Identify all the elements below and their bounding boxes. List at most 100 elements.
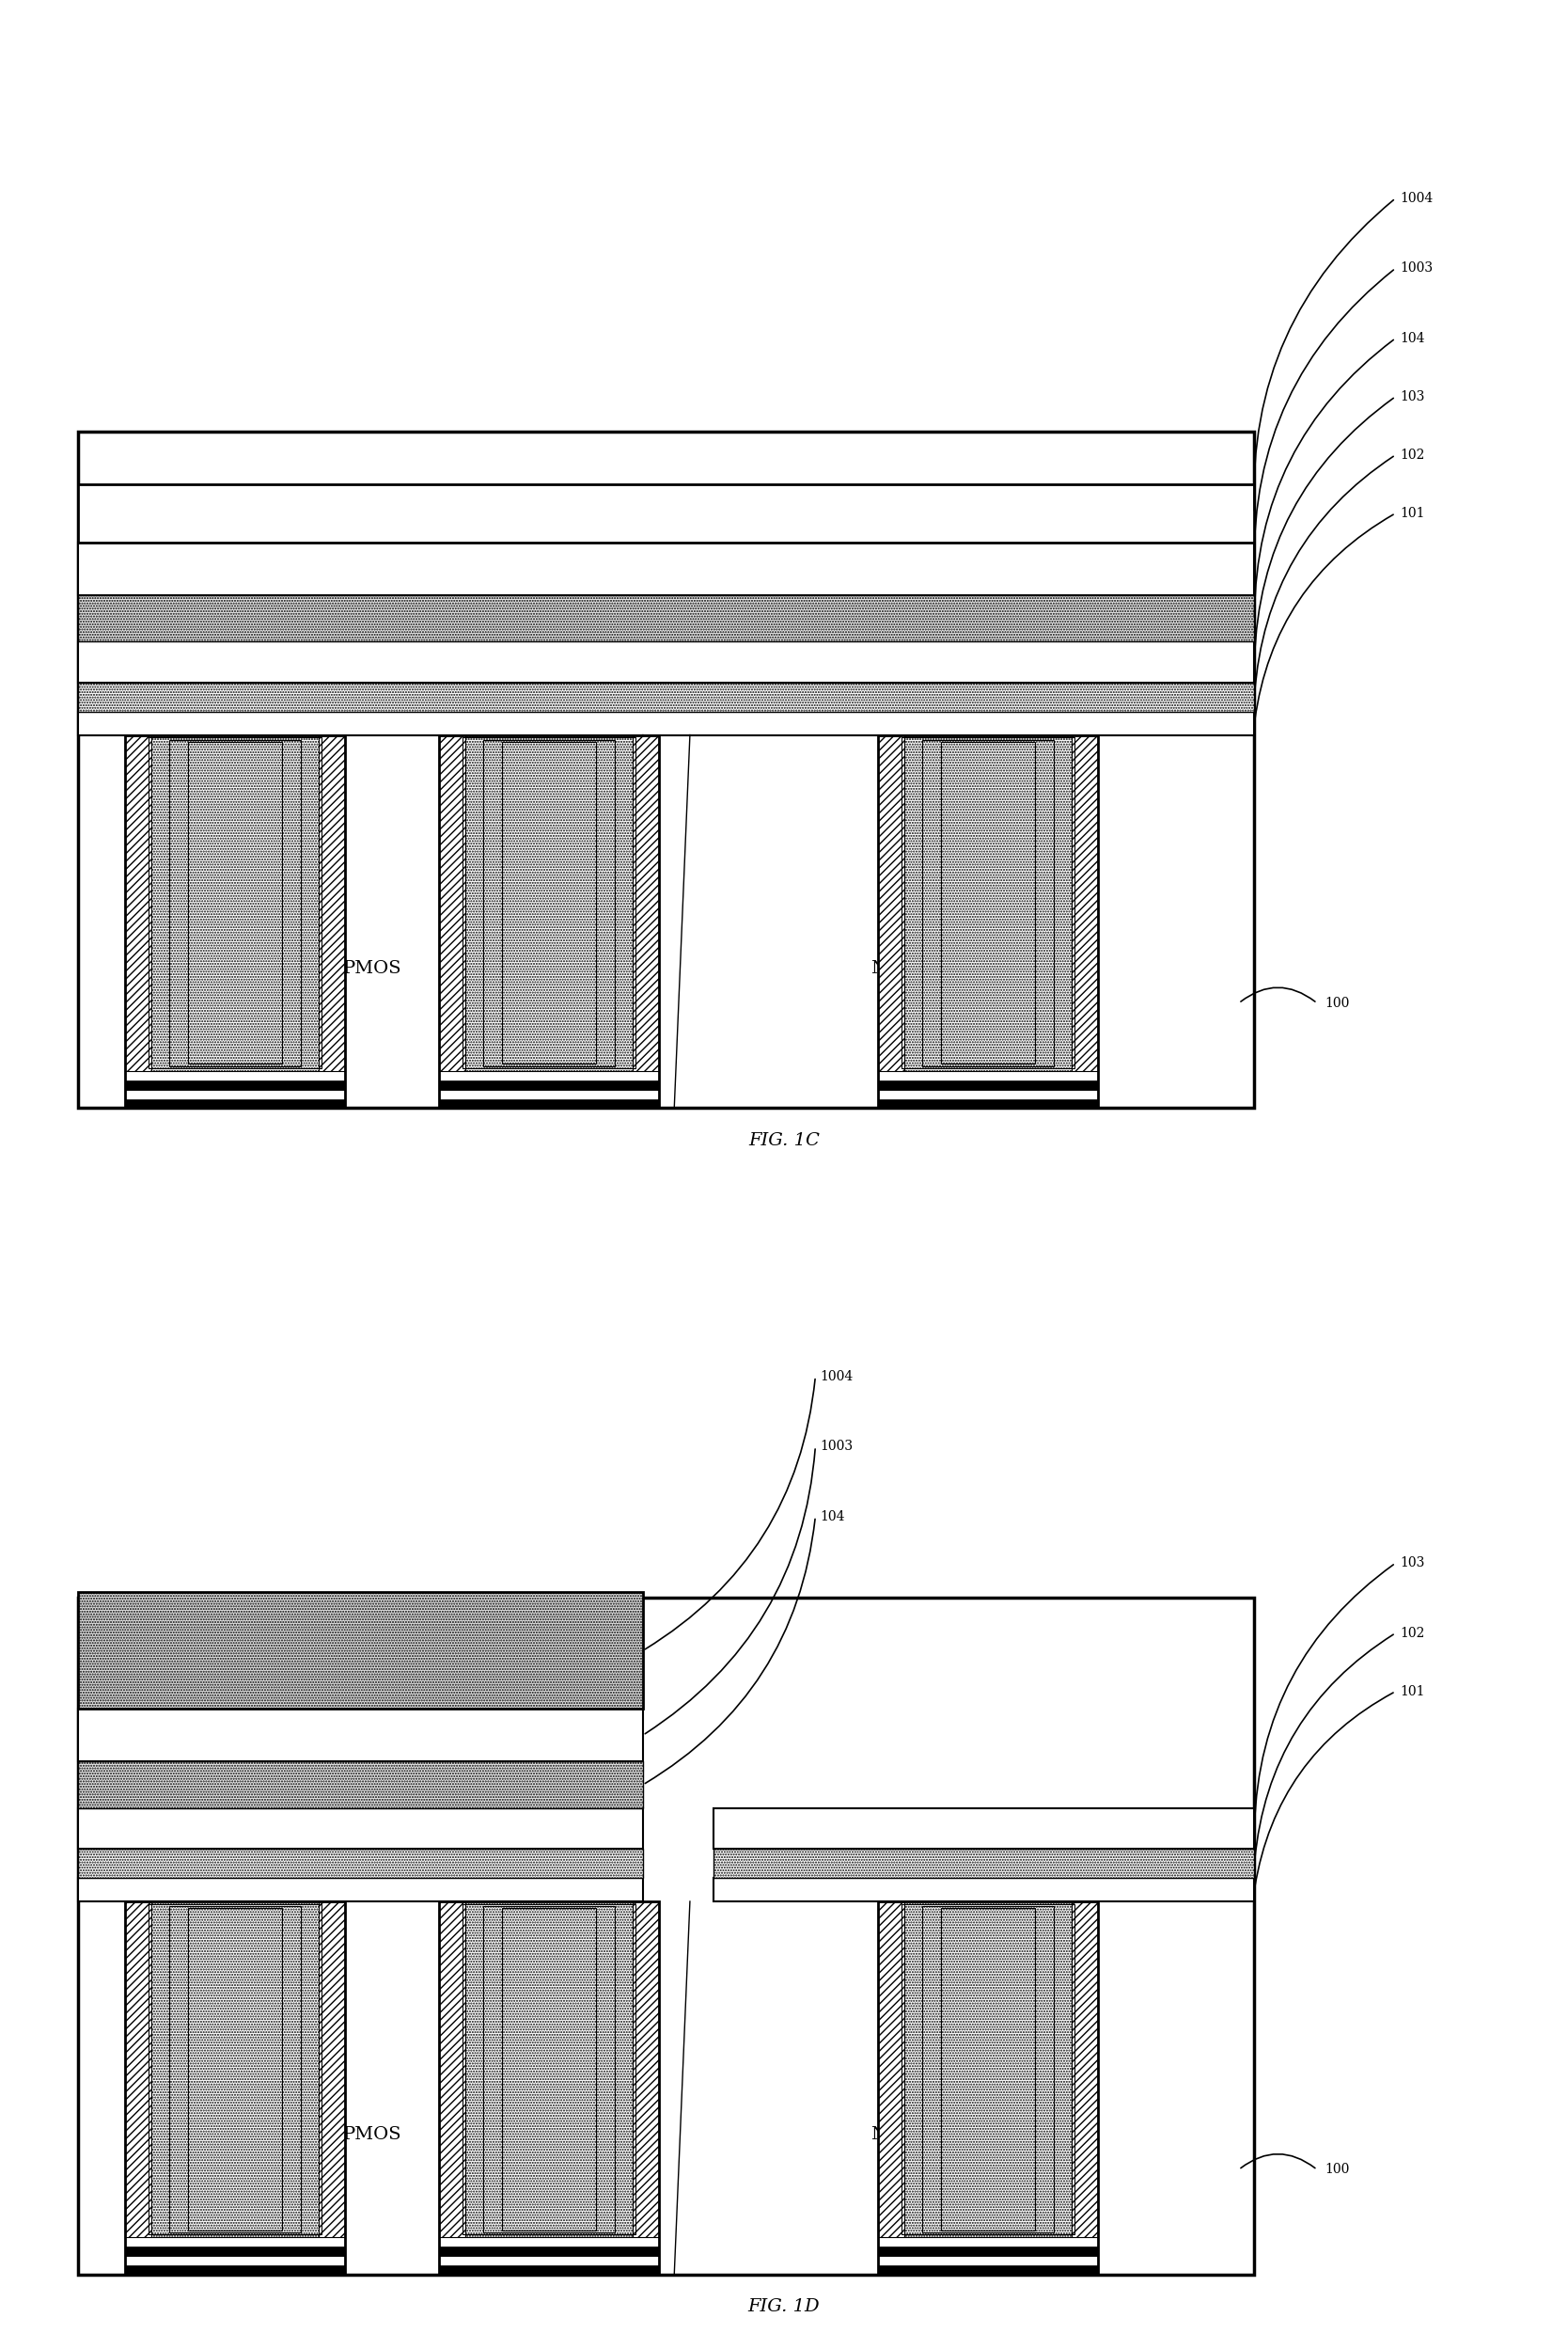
Bar: [78, 712, 1254, 735]
Bar: [78, 432, 1254, 1108]
Bar: [713, 1848, 1254, 1878]
Bar: [878, 1901, 1098, 2275]
Bar: [78, 1598, 1254, 2275]
Bar: [318, 735, 345, 1071]
Bar: [878, 2265, 1098, 2275]
Bar: [439, 2256, 659, 2265]
Bar: [502, 1908, 596, 2230]
Bar: [463, 737, 635, 1069]
Text: FIG. 1D: FIG. 1D: [748, 2298, 820, 2314]
Bar: [125, 1099, 345, 1108]
Bar: [922, 740, 1054, 1066]
Text: 102: 102: [1400, 1626, 1425, 1640]
Text: 100: 100: [1325, 2163, 1350, 2177]
Text: 1004: 1004: [1400, 191, 1433, 205]
Bar: [125, 1901, 152, 2237]
Bar: [318, 1901, 345, 2237]
Bar: [169, 1906, 301, 2233]
Bar: [439, 1071, 659, 1080]
Bar: [78, 483, 1254, 541]
Bar: [125, 2256, 345, 2265]
Bar: [713, 1808, 1254, 1848]
Bar: [125, 735, 345, 1108]
Bar: [439, 1901, 466, 2237]
Bar: [439, 1099, 659, 1108]
Bar: [632, 1901, 659, 2237]
Bar: [878, 735, 905, 1071]
Bar: [922, 1906, 1054, 2233]
Bar: [125, 1080, 345, 1090]
Bar: [439, 2265, 659, 2275]
Bar: [439, 735, 659, 1108]
Bar: [878, 2256, 1098, 2265]
Bar: [78, 1848, 643, 1878]
Bar: [125, 2247, 345, 2256]
Bar: [878, 2237, 1098, 2247]
Bar: [463, 1904, 635, 2235]
Text: 103: 103: [1400, 1556, 1425, 1570]
Bar: [152, 735, 318, 1071]
Bar: [78, 642, 1254, 681]
Text: 101: 101: [1400, 1684, 1425, 1698]
Bar: [125, 2265, 345, 2275]
Bar: [78, 1708, 643, 1761]
Bar: [502, 742, 596, 1064]
Bar: [905, 1901, 1071, 2237]
Bar: [905, 735, 1071, 1071]
Text: PMOS: PMOS: [343, 2125, 401, 2144]
Bar: [125, 735, 152, 1071]
Bar: [878, 1099, 1098, 1108]
Bar: [902, 737, 1074, 1069]
Text: FIG. 1C: FIG. 1C: [748, 1132, 820, 1148]
Text: 104: 104: [820, 1509, 845, 1523]
Bar: [78, 541, 1254, 595]
Bar: [878, 1090, 1098, 1099]
Bar: [439, 1901, 659, 2275]
Text: NMOS: NMOS: [870, 959, 933, 978]
Bar: [149, 737, 321, 1069]
Text: NMOS: NMOS: [870, 2125, 933, 2144]
Bar: [125, 1090, 345, 1099]
Bar: [439, 1090, 659, 1099]
Bar: [78, 1591, 643, 1708]
Text: 1004: 1004: [820, 1369, 853, 1383]
Bar: [78, 1878, 643, 1901]
Bar: [78, 1808, 643, 1848]
Bar: [125, 1901, 345, 2275]
Bar: [169, 740, 301, 1066]
Bar: [439, 2247, 659, 2256]
Bar: [149, 1904, 321, 2235]
Bar: [483, 740, 615, 1066]
Bar: [878, 735, 1098, 1108]
Text: 100: 100: [1325, 996, 1350, 1010]
Bar: [878, 2247, 1098, 2256]
Bar: [483, 1906, 615, 2233]
Text: 101: 101: [1400, 506, 1425, 520]
Bar: [439, 735, 466, 1071]
Bar: [632, 735, 659, 1071]
Text: 1003: 1003: [820, 1439, 853, 1453]
Bar: [902, 1904, 1074, 2235]
Text: 104: 104: [1400, 331, 1425, 345]
Text: 103: 103: [1400, 390, 1425, 404]
Bar: [466, 1901, 632, 2237]
Bar: [941, 1908, 1035, 2230]
Bar: [188, 742, 282, 1064]
Bar: [1071, 1901, 1098, 2237]
Bar: [78, 681, 1254, 712]
Bar: [713, 1878, 1254, 1901]
Text: PMOS: PMOS: [343, 959, 401, 978]
Bar: [78, 1761, 643, 1808]
Bar: [878, 1080, 1098, 1090]
Bar: [152, 1901, 318, 2237]
Bar: [466, 735, 632, 1071]
Bar: [439, 2237, 659, 2247]
Bar: [188, 1908, 282, 2230]
Text: 102: 102: [1400, 448, 1425, 462]
Bar: [1071, 735, 1098, 1071]
Bar: [439, 1080, 659, 1090]
Bar: [125, 1071, 345, 1080]
Bar: [941, 742, 1035, 1064]
Bar: [125, 2237, 345, 2247]
Bar: [878, 1901, 905, 2237]
